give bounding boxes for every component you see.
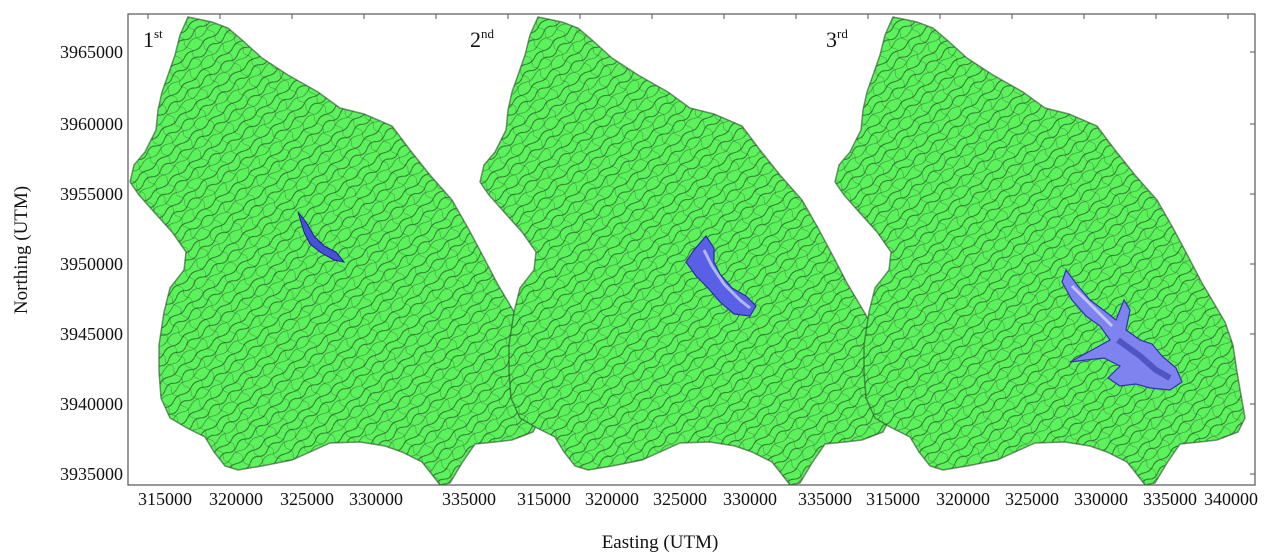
x-tick-label: 335000 [1143,489,1197,509]
y-tick-label: 3965000 [60,42,123,62]
y-tick-label: 3950000 [60,254,123,274]
x-tick-label: 325000 [1005,489,1059,509]
reservoir-water-3 [1061,268,1183,391]
x-tick-label: 315000 [866,489,920,509]
reservoir-water-1 [297,211,346,263]
x-tick-label: 340000 [1204,489,1258,509]
x-tick-label: 320000 [209,489,263,509]
x-tick-label: 325000 [280,489,334,509]
x-axis-title: Easting (UTM) [602,532,719,553]
y-tick-label: 3955000 [60,184,123,204]
x-tick-label: 320000 [936,489,990,509]
top-ticks [147,14,1229,19]
x-tick-label: 320000 [585,489,639,509]
x-tick-label: 325000 [653,489,707,509]
x-tick-label: 330000 [349,489,403,509]
panel-label-2: 2nd [470,26,495,52]
right-ticks [1250,51,1255,475]
panel-label-3: 3rd [826,26,848,52]
reservoir-water-2 [685,235,757,317]
y-axis: 3965000 3960000 3955000 3950000 3945000 … [60,42,123,484]
y-tick-label: 3960000 [60,114,123,134]
map-panel-1 [129,16,541,485]
y-tick-label: 3935000 [60,464,123,484]
x-tick-label: 330000 [1074,489,1128,509]
y-tick-label: 3945000 [60,324,123,344]
x-axis: 315000 320000 325000 330000 335000 31500… [138,489,1258,509]
x-tick-label: 315000 [138,489,192,509]
x-tick-label: 330000 [723,489,777,509]
panel-label-1: 1st [143,26,163,52]
x-tick-label: 335000 [798,489,852,509]
y-axis-title: Northing (UTM) [11,186,32,314]
x-tick-label: 335000 [442,489,496,509]
y-tick-label: 3940000 [60,394,123,414]
x-tick-label: 315000 [517,489,571,509]
